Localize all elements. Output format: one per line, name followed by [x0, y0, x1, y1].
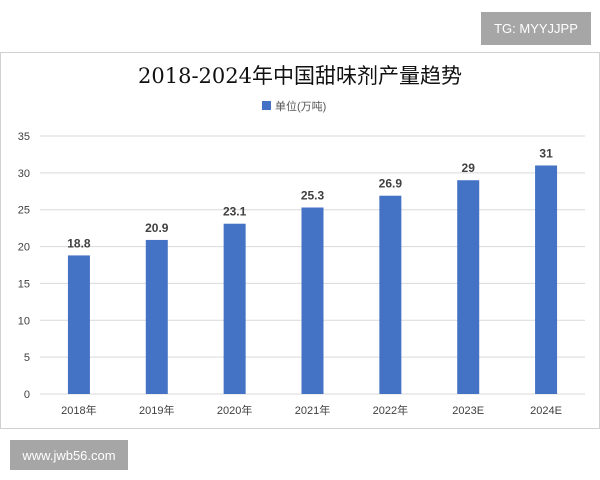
x-tick-label: 2021年 — [295, 403, 330, 417]
x-tick-label: 2024E — [530, 405, 562, 417]
bar — [379, 195, 402, 394]
bar — [301, 207, 324, 394]
bar — [223, 223, 246, 394]
y-tick-label: 30 — [18, 168, 30, 180]
data-label: 29 — [462, 161, 476, 175]
y-tick-label: 15 — [18, 278, 30, 290]
data-label: 23.1 — [223, 205, 247, 219]
data-label: 26.9 — [379, 177, 403, 191]
y-tick-label: 5 — [24, 352, 30, 364]
x-tick-label: 2018年 — [61, 403, 96, 417]
data-label: 31 — [539, 146, 553, 160]
chart-container — [0, 52, 600, 429]
bar — [457, 180, 480, 394]
data-label: 18.8 — [67, 236, 91, 250]
legend-swatch — [262, 101, 271, 110]
legend-label: 单位(万吨) — [275, 99, 326, 113]
bar — [535, 165, 558, 394]
y-tick-label: 25 — [18, 205, 30, 217]
x-tick-label: 2023E — [452, 405, 484, 417]
x-tick-label: 2022年 — [373, 403, 408, 417]
y-tick-label: 35 — [18, 131, 30, 143]
watermark-bottom: www.jwb56.com — [10, 440, 128, 470]
data-label: 25.3 — [301, 189, 325, 203]
y-tick-label: 0 — [24, 389, 30, 401]
watermark-top: TG: MYYJJPP — [481, 12, 591, 45]
y-tick-label: 20 — [18, 242, 30, 254]
bar — [67, 255, 90, 394]
data-label: 20.9 — [145, 221, 169, 235]
y-tick-label: 10 — [18, 315, 30, 327]
bar — [145, 239, 168, 394]
x-tick-label: 2019年 — [139, 403, 174, 417]
x-tick-label: 2020年 — [217, 403, 252, 417]
chart-title: 2018-2024年中国甜味剂产量趋势 — [138, 64, 462, 88]
